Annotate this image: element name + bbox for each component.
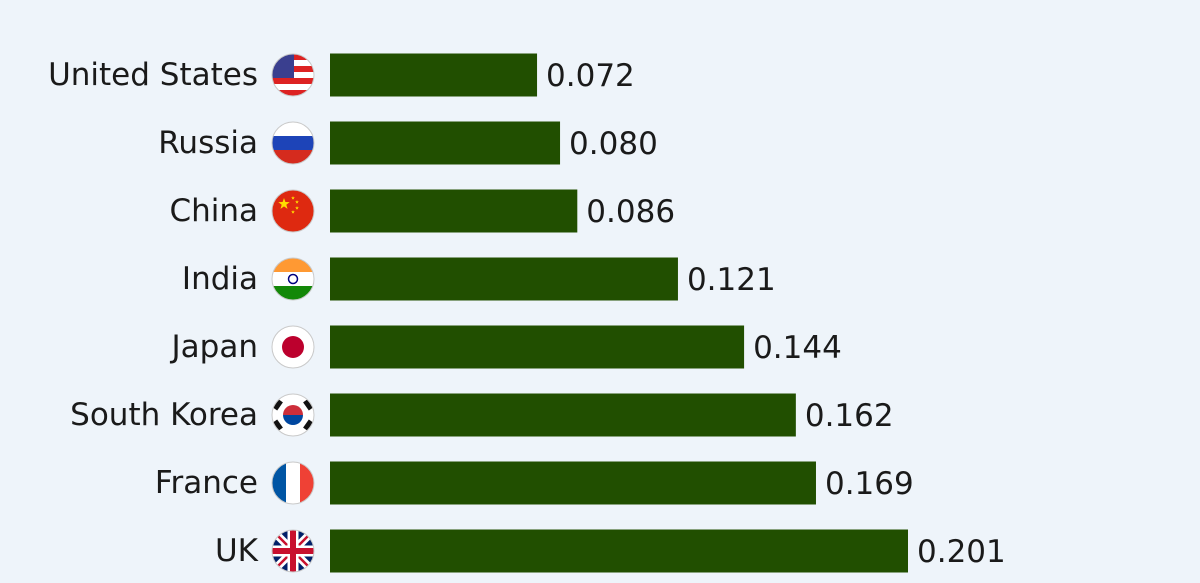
bar [330, 257, 678, 301]
flag-star [278, 198, 290, 209]
flag-stripe [286, 462, 300, 504]
category-label: India [182, 261, 258, 297]
flag-border [271, 393, 315, 437]
flag [271, 461, 315, 505]
flag-blue [283, 415, 303, 425]
flag-sun [282, 336, 304, 358]
flag-stripe [272, 286, 314, 300]
flag-border [271, 461, 315, 505]
flag-inner [272, 394, 314, 436]
bar [330, 529, 908, 573]
value-label: 0.144 [753, 330, 842, 366]
flag-border [271, 53, 315, 97]
category-label: Japan [170, 329, 258, 365]
flag-trigram [273, 399, 283, 411]
flag [271, 257, 315, 301]
flag [271, 121, 315, 165]
flag-stripe [272, 258, 314, 272]
bar [330, 121, 561, 165]
value-label: 0.121 [687, 262, 776, 298]
flag-inner [272, 258, 314, 300]
flag-stripe [272, 84, 314, 90]
flag-inner [272, 122, 314, 164]
flag-stripe [272, 136, 314, 150]
value-label: 0.169 [825, 466, 914, 502]
bar [330, 393, 796, 437]
flag [271, 393, 315, 437]
flag-star [291, 196, 295, 200]
flag-wheel [287, 273, 299, 285]
flag-border [271, 257, 315, 301]
flag-stripe [272, 272, 314, 286]
flag-inner [272, 190, 314, 232]
bar [330, 461, 816, 505]
flag-border [271, 121, 315, 165]
flag-inner [272, 326, 314, 368]
flag-stripe [272, 150, 314, 164]
flag-stripe [272, 462, 286, 504]
flag-inner [272, 462, 314, 504]
flag-border [271, 325, 315, 369]
flag-inner [272, 530, 314, 572]
category-label: UK [215, 533, 259, 569]
flag-border [271, 529, 315, 573]
flag [271, 325, 315, 369]
flag-stripe [272, 122, 314, 136]
bar [330, 53, 538, 97]
flag-star [295, 200, 299, 204]
flag [271, 529, 315, 573]
bar [330, 325, 745, 369]
category-label: China [169, 193, 258, 229]
category-label: Russia [158, 125, 258, 161]
value-label: 0.162 [805, 398, 894, 434]
value-label: 0.086 [586, 194, 675, 230]
value-label: 0.072 [546, 58, 635, 94]
flag [271, 189, 315, 233]
flag-trigram [273, 419, 283, 431]
flag-red [283, 405, 303, 415]
category-label: South Korea [70, 397, 258, 433]
flag [271, 53, 315, 97]
flag-star [291, 210, 295, 214]
flag-stripe [272, 78, 314, 84]
bar [330, 189, 578, 233]
flag-stripe [272, 90, 314, 96]
category-label: United States [48, 57, 258, 93]
flag-trigram [303, 419, 313, 431]
value-label: 0.080 [569, 126, 658, 162]
flag-cross-red [272, 530, 314, 572]
flag-star [295, 206, 299, 210]
flag-trigram [303, 399, 313, 411]
category-label: France [155, 465, 258, 501]
flag-border [271, 189, 315, 233]
value-label: 0.201 [917, 534, 1006, 570]
flag-stripe [300, 462, 314, 504]
flag-inner [272, 54, 314, 96]
